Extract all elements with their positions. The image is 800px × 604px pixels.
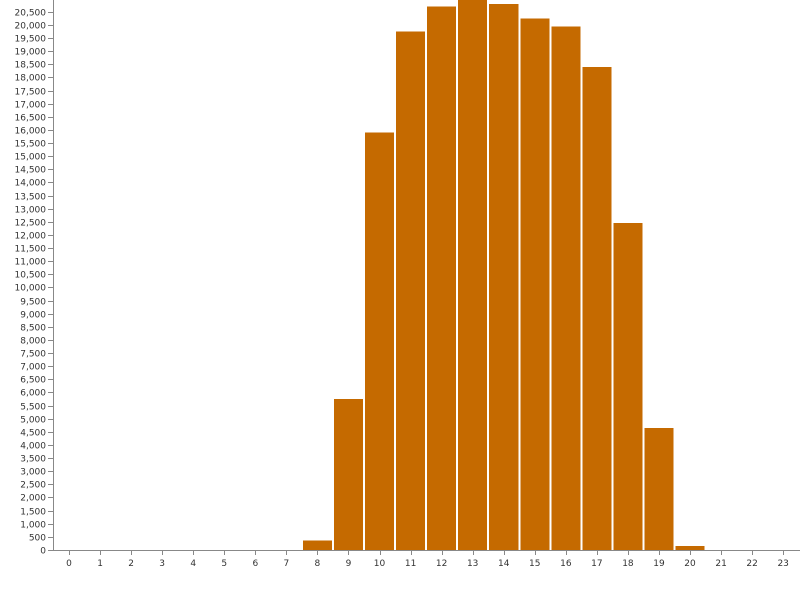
y-tick-label: 17,000 <box>15 101 47 111</box>
y-tick-label: 5,500 <box>20 403 46 413</box>
y-tick-label: 13,000 <box>15 206 47 216</box>
bar-series <box>302 0 705 551</box>
y-tick-label: 10,500 <box>15 271 47 281</box>
x-tick-label: 11 <box>405 559 416 569</box>
y-tick-label: 14,000 <box>15 179 47 189</box>
x-tick-label: 13 <box>467 559 478 569</box>
bar-hour-14 <box>489 3 519 550</box>
y-tick-label: 500 <box>29 534 46 544</box>
x-tick-label: 2 <box>128 559 134 569</box>
x-tick-label: 4 <box>190 559 196 569</box>
x-tick-label: 5 <box>221 559 227 569</box>
y-tick-label: 19,000 <box>15 48 47 58</box>
x-tick-label: 12 <box>436 559 447 569</box>
x-tick-label: 22 <box>746 559 757 569</box>
bar-hour-12 <box>427 6 457 551</box>
y-tick-label: 5,000 <box>20 416 46 426</box>
y-tick-label: 4,000 <box>20 442 46 452</box>
y-tick-label: 8,500 <box>20 324 46 334</box>
y-tick-label: 15,000 <box>15 153 47 163</box>
bar-hour-9 <box>333 399 363 550</box>
y-tick-label: 11,500 <box>15 245 47 255</box>
x-tick-label: 1 <box>97 559 103 569</box>
x-tick-label: 18 <box>622 559 634 569</box>
x-tick-label: 10 <box>374 559 386 569</box>
y-tick-label: 20,500 <box>15 9 47 19</box>
y-tick-label: 0 <box>40 547 46 557</box>
y-tick-label: 13,500 <box>15 193 47 203</box>
x-tick-label: 9 <box>346 559 352 569</box>
x-tick-label: 3 <box>159 559 165 569</box>
y-tick-label: 17,500 <box>15 88 47 98</box>
y-tick-label: 18,500 <box>15 61 47 71</box>
bar-hour-13 <box>458 0 488 550</box>
bar-hour-19 <box>644 427 674 550</box>
y-tick-label: 6,000 <box>20 389 46 399</box>
x-tick-label: 19 <box>653 559 665 569</box>
bar-hour-16 <box>551 26 581 550</box>
y-tick-label: 4,500 <box>20 429 46 439</box>
y-tick-label: 2,000 <box>20 494 46 504</box>
bar-hour-8 <box>302 540 332 550</box>
bar-hour-18 <box>613 223 643 550</box>
x-tick-label: 17 <box>591 559 602 569</box>
y-tick-label: 16,500 <box>15 114 47 124</box>
x-tick-label: 7 <box>284 559 290 569</box>
x-tick-label: 21 <box>715 559 726 569</box>
y-tick-label: 3,500 <box>20 455 46 465</box>
y-tick-label: 8,000 <box>20 337 46 347</box>
x-tick-label: 6 <box>252 559 258 569</box>
y-tick-label: 3,000 <box>20 468 46 478</box>
y-tick-label: 12,000 <box>15 232 47 242</box>
bar-hour-10 <box>365 132 395 550</box>
x-tick-label: 23 <box>777 559 788 569</box>
y-tick-label: 12,500 <box>15 219 47 229</box>
bar-hour-20 <box>675 546 705 550</box>
y-tick-label: 2,500 <box>20 481 46 491</box>
bar-hour-11 <box>396 31 426 550</box>
bar-hour-17 <box>582 66 612 550</box>
x-tick-label: 14 <box>498 559 510 569</box>
y-tick-label: 7,500 <box>20 350 46 360</box>
y-tick-label: 11,000 <box>15 258 47 268</box>
y-tick-label: 1,000 <box>20 521 46 531</box>
bar-hour-15 <box>520 18 550 550</box>
y-tick-label: 15,500 <box>15 140 47 150</box>
y-tick-label: 14,500 <box>15 166 47 176</box>
y-tick-label: 19,500 <box>15 35 47 45</box>
x-axis: 0 1 2 3 4 5 6 7 8 9 10 11 12 13 14 15 16 17 18 19 20 21 22 23 <box>53 550 800 569</box>
y-tick-label: 1,500 <box>20 508 46 518</box>
x-tick-label: 15 <box>529 559 540 569</box>
x-tick-label: 8 <box>315 559 321 569</box>
y-tick-label: 18,000 <box>15 74 47 84</box>
x-tick-label: 0 <box>66 559 72 569</box>
y-tick-label: 20,000 <box>15 22 47 32</box>
y-tick-label: 10,000 <box>15 284 47 294</box>
x-tick-label: 16 <box>560 559 572 569</box>
y-tick-label: 9,000 <box>20 311 46 321</box>
y-tick-label: 6,500 <box>20 376 46 386</box>
x-tick-label: 20 <box>684 559 696 569</box>
y-axis: 0 500 1,000 1,500 2,000 2,500 3,000 3,500 4,000 4… <box>15 0 54 557</box>
y-tick-label: 16,000 <box>15 127 47 137</box>
y-tick-label: 9,500 <box>20 298 46 308</box>
y-tick-label: 7,000 <box>20 363 46 373</box>
